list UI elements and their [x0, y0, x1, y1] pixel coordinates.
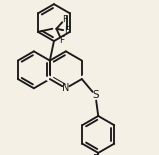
Text: Br: Br — [93, 154, 104, 155]
Text: F: F — [59, 35, 64, 44]
Text: F: F — [62, 15, 67, 24]
Text: N: N — [62, 83, 69, 93]
Text: F: F — [64, 26, 69, 35]
Text: S: S — [93, 91, 100, 100]
